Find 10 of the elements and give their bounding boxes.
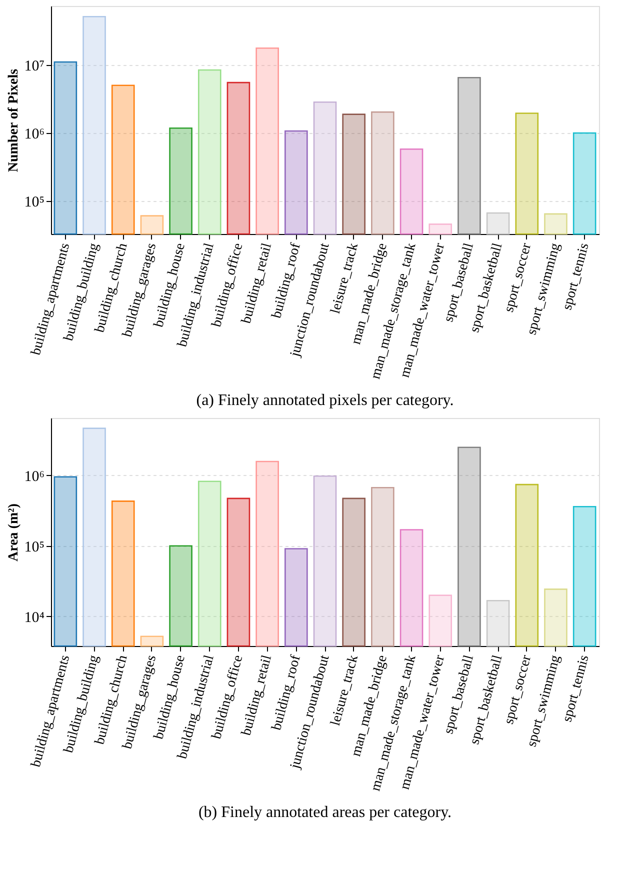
y-tick-label: 10⁶: [24, 126, 44, 143]
y-tick-label: 10⁴: [24, 610, 44, 626]
y-axis-title: Number of Pixels: [6, 68, 22, 172]
y-tick-label: 10⁵: [24, 194, 44, 211]
y-tick-label: 10⁶: [24, 468, 44, 485]
text: (b) Finely annotated areas per category.: [198, 804, 452, 821]
y-axis-title: Area (m²): [6, 503, 22, 562]
text: (a) Finely annotated pixels per category.: [196, 392, 454, 409]
y-tick-label: 10⁷: [24, 58, 44, 74]
y-tick-label: 10⁵: [24, 539, 44, 556]
